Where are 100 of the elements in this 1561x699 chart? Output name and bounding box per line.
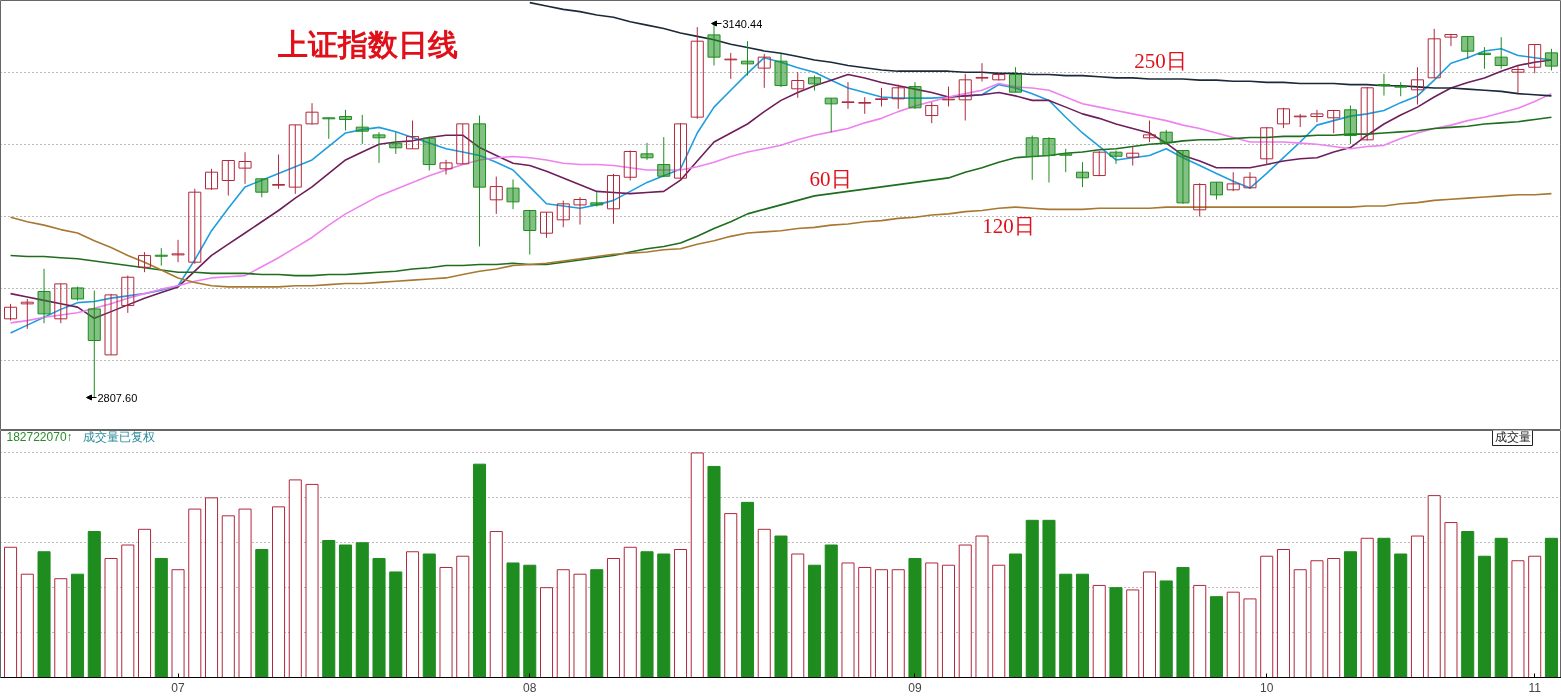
bar: [1075, 573, 1090, 678]
candlestick: [590, 191, 604, 208]
candlestick: [757, 53, 771, 89]
candlestick: [104, 293, 118, 356]
x-tick-label: 10: [1260, 680, 1274, 695]
bar: [1159, 580, 1173, 678]
bar: [908, 557, 922, 678]
bar: [389, 571, 403, 678]
bar: [757, 528, 771, 678]
bar: [841, 562, 855, 678]
x-tick-label: 07: [171, 680, 186, 695]
bar: [891, 569, 905, 678]
candlestick: [941, 86, 956, 107]
candlestick: [1226, 171, 1240, 192]
candlestick: [221, 160, 235, 197]
candlestick: [154, 247, 168, 267]
bar: [1059, 573, 1073, 678]
bar: [1427, 495, 1441, 678]
bar: [439, 566, 453, 678]
bar: [87, 531, 101, 678]
bar: [590, 569, 604, 678]
candlestick: [573, 196, 587, 226]
bar: [405, 551, 420, 678]
bar: [4, 546, 18, 678]
bar: [1276, 549, 1290, 678]
bar: [958, 544, 972, 678]
annotation: 182722070↑: [6, 429, 73, 444]
candlestick: [422, 136, 436, 171]
bar: [1377, 537, 1391, 678]
x-tick-label: 09: [908, 680, 922, 695]
bar: [975, 535, 989, 678]
candlestick: [439, 159, 453, 176]
candlestick: [1126, 146, 1140, 167]
bar: [422, 553, 436, 678]
bar: [791, 553, 805, 678]
candlestick: [724, 52, 738, 80]
candlestick: [1427, 28, 1441, 79]
candlestick: [472, 115, 487, 247]
candlestick: [1092, 150, 1106, 177]
annotation: 成交量已复权: [82, 429, 155, 444]
candlestick: [1176, 150, 1190, 205]
bar: [1260, 555, 1274, 678]
bar: [288, 479, 302, 678]
bar: [1193, 584, 1207, 678]
bar: [807, 564, 822, 678]
bar: [858, 566, 872, 678]
bar: [1511, 560, 1525, 678]
candlestick: [1528, 44, 1542, 74]
bar: [1209, 596, 1223, 678]
bar: [506, 562, 520, 678]
candlestick: [1544, 48, 1558, 71]
candlestick: [54, 283, 68, 324]
bar: [1477, 555, 1491, 678]
bar: [205, 497, 219, 678]
bar: [941, 564, 956, 678]
candlestick: [1276, 107, 1290, 129]
x-tick-label: 08: [523, 680, 537, 695]
candlestick: [958, 73, 972, 121]
candlestick: [1394, 81, 1408, 97]
bar: [556, 569, 570, 678]
candlestick: [925, 101, 939, 124]
candlestick: [339, 109, 353, 131]
bar: [573, 573, 587, 678]
bar: [238, 508, 252, 678]
candlestick: [489, 176, 503, 215]
candlestick: [506, 178, 520, 210]
candlestick: [640, 142, 654, 161]
candlestick: [774, 53, 788, 88]
candlestick: [205, 168, 219, 191]
x-tick-label: 11: [1528, 680, 1542, 695]
bar: [606, 557, 621, 678]
bar: [1410, 535, 1424, 678]
candlestick: [1243, 171, 1257, 190]
candlestick: [523, 209, 537, 256]
bar: [472, 463, 487, 678]
candlestick: [272, 154, 286, 190]
candlestick: [1008, 66, 1023, 93]
candlestick: [841, 81, 855, 110]
bar: [1310, 560, 1324, 678]
candlestick: [71, 286, 85, 301]
bar: [54, 578, 68, 678]
candlestick: [20, 298, 34, 330]
bar: [640, 551, 654, 678]
candlestick: [1494, 36, 1508, 70]
candlestick: [539, 211, 554, 239]
bar: [740, 501, 755, 678]
candlestick: [1327, 109, 1341, 134]
annotation: 成交量: [1494, 429, 1531, 444]
bar: [154, 557, 168, 678]
candlestick: [1059, 148, 1073, 173]
candlestick: [1444, 33, 1458, 47]
candlestick: [37, 268, 51, 324]
bar: [623, 546, 637, 678]
annotation: 2807.60: [97, 391, 138, 404]
bar: [707, 465, 721, 678]
candlestick: [1042, 136, 1056, 184]
bar: [305, 483, 319, 678]
bar: [71, 573, 85, 678]
bar: [523, 564, 537, 678]
candlestick: [456, 123, 470, 165]
